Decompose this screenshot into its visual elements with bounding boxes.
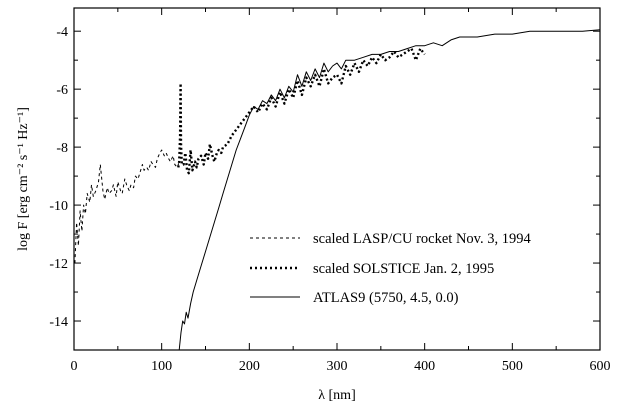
y-axis-title: log F [erg cm⁻² s⁻¹ Hz⁻¹] [16, 107, 31, 251]
legend-label-solstice: scaled SOLSTICE Jan. 2, 1995 [313, 261, 494, 277]
y-tick-label: -4 [56, 25, 68, 40]
legend-label-lasp: scaled LASP/CU rocket Nov. 3, 1994 [313, 231, 531, 247]
y-tick-label: -10 [49, 199, 68, 214]
x-tick-label: 100 [151, 359, 172, 374]
x-tick-label: 400 [414, 359, 435, 374]
y-tick-label: -8 [56, 141, 68, 156]
x-axis-title: λ [nm] [318, 388, 356, 403]
series-lasp-rocket [74, 149, 180, 264]
series-atlas9 [178, 29, 601, 351]
series-layer [74, 29, 601, 351]
legend-label-atlas9: ATLAS9 (5750, 4.5, 0.0) [313, 290, 459, 306]
x-tick-label: 0 [71, 359, 78, 374]
series-solstice [177, 47, 426, 175]
x-tick-label: 500 [502, 359, 523, 374]
y-tick-label: -6 [56, 83, 68, 98]
ticks-layer: 0 100 200 300 400 500 600 -14 -12 -10 -8 -6 -4 [49, 8, 611, 374]
legend: scaled LASP/CU rocket Nov. 3, 1994 scale… [250, 231, 531, 306]
y-tick-label: -12 [49, 257, 68, 272]
y-tick-label: -14 [49, 315, 68, 330]
x-tick-label: 300 [327, 359, 348, 374]
x-tick-label: 200 [239, 359, 260, 374]
x-tick-label: 600 [590, 359, 611, 374]
